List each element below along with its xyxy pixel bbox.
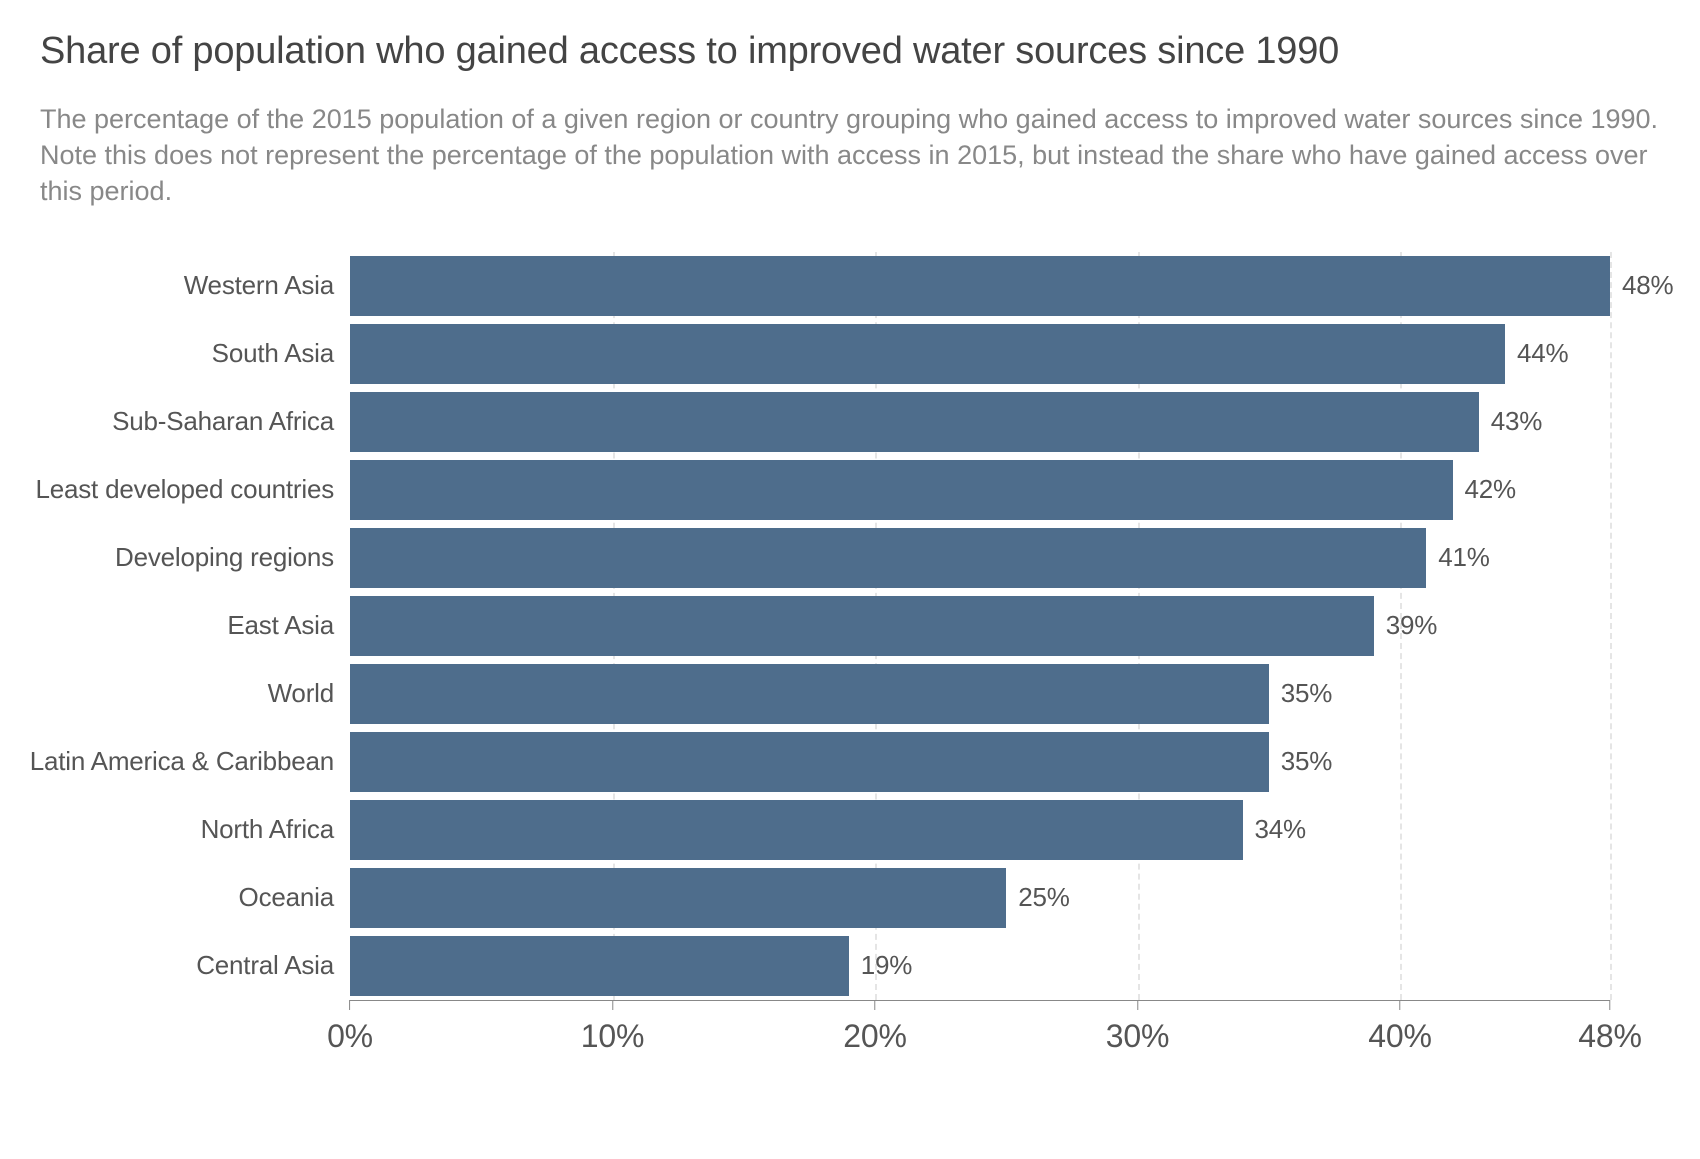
chart-container: Share of population who gained access to… <box>0 0 1700 1159</box>
bar-row: Least developed countries42% <box>350 456 1610 524</box>
category-label: Central Asia <box>196 936 334 996</box>
bar <box>350 936 849 996</box>
bar <box>350 732 1269 792</box>
bar <box>350 596 1374 656</box>
x-tick-label: 0% <box>327 1018 373 1055</box>
x-tick-label: 10% <box>581 1018 644 1055</box>
x-tick: 0% <box>327 1000 373 1055</box>
bar-value-label: 41% <box>1438 528 1489 588</box>
bar <box>350 664 1269 724</box>
bar-row: North Africa34% <box>350 796 1610 864</box>
chart-title: Share of population who gained access to… <box>40 28 1660 76</box>
bar <box>350 800 1243 860</box>
bar <box>350 392 1479 452</box>
x-tick-label: 30% <box>1106 1018 1169 1055</box>
x-axis: 0%10%20%30%40%48% <box>350 1000 1610 1062</box>
x-tick-mark <box>612 1000 613 1010</box>
x-tick: 48% <box>1578 1000 1641 1055</box>
bar-value-label: 43% <box>1491 392 1542 452</box>
bar-row: Latin America & Caribbean35% <box>350 728 1610 796</box>
category-label: Developing regions <box>115 528 334 588</box>
bar <box>350 256 1610 316</box>
bar-row: Oceania25% <box>350 864 1610 932</box>
bar-row: Central Asia19% <box>350 932 1610 1000</box>
x-tick-mark <box>874 1000 875 1010</box>
x-tick: 10% <box>581 1000 644 1055</box>
bar-row: East Asia39% <box>350 592 1610 660</box>
category-label: Least developed countries <box>35 460 334 520</box>
bar-value-label: 39% <box>1386 596 1437 656</box>
x-tick-mark <box>1609 1000 1610 1010</box>
category-label: Oceania <box>239 868 334 928</box>
bar-value-label: 34% <box>1255 800 1306 860</box>
bar <box>350 868 1006 928</box>
bar-row: World35% <box>350 660 1610 728</box>
category-label: Western Asia <box>184 256 334 316</box>
x-tick-label: 40% <box>1368 1018 1431 1055</box>
chart-area: Western Asia48%South Asia44%Sub-Saharan … <box>350 252 1610 1062</box>
category-label: World <box>268 664 334 724</box>
bar-value-label: 35% <box>1281 732 1332 792</box>
category-label: Sub-Saharan Africa <box>112 392 334 452</box>
bar-value-label: 44% <box>1517 324 1568 384</box>
bar <box>350 324 1505 384</box>
x-tick: 30% <box>1106 1000 1169 1055</box>
bar-value-label: 42% <box>1465 460 1516 520</box>
category-label: Latin America & Caribbean <box>30 732 334 792</box>
bar-value-label: 25% <box>1018 868 1069 928</box>
bar-row: South Asia44% <box>350 320 1610 388</box>
bar <box>350 528 1426 588</box>
bar-value-label: 48% <box>1622 256 1673 316</box>
x-tick: 20% <box>843 1000 906 1055</box>
x-tick-mark <box>349 1000 350 1010</box>
x-tick-label: 48% <box>1578 1018 1641 1055</box>
gridline <box>1610 252 1612 1000</box>
bar-row: Developing regions41% <box>350 524 1610 592</box>
bar-row: Sub-Saharan Africa43% <box>350 388 1610 456</box>
plot-area: Western Asia48%South Asia44%Sub-Saharan … <box>350 252 1610 1000</box>
chart-subtitle: The percentage of the 2015 population of… <box>40 101 1660 210</box>
category-label: North Africa <box>201 800 334 860</box>
bar-row: Western Asia48% <box>350 252 1610 320</box>
x-tick: 40% <box>1368 1000 1431 1055</box>
category-label: East Asia <box>227 596 334 656</box>
x-tick-label: 20% <box>843 1018 906 1055</box>
x-tick-mark <box>1399 1000 1400 1010</box>
bar-value-label: 35% <box>1281 664 1332 724</box>
category-label: South Asia <box>212 324 334 384</box>
x-tick-mark <box>1137 1000 1138 1010</box>
bar-value-label: 19% <box>861 936 912 996</box>
bar <box>350 460 1453 520</box>
